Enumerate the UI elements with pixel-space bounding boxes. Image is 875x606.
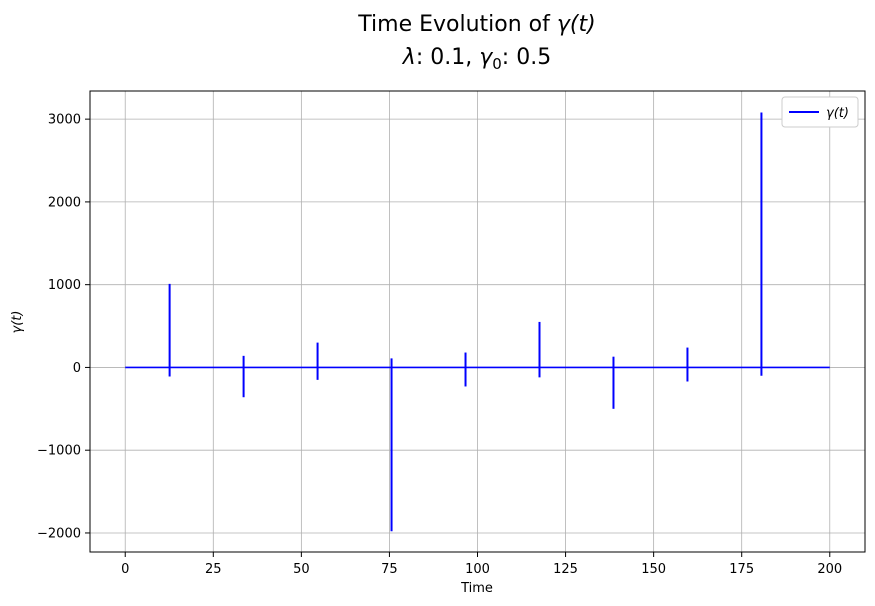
x-axis-label: Time — [460, 581, 493, 596]
x-tick-label: 150 — [641, 562, 666, 577]
y-axis-ticks: −2000 −1000 0 1000 2000 3000 — [37, 113, 90, 541]
x-axis-ticks: 0 25 50 75 100 125 150 175 200 — [121, 552, 842, 577]
x-tick-label: 200 — [817, 562, 842, 577]
series-gamma-line — [125, 112, 830, 532]
x-tick-label: 100 — [465, 562, 490, 577]
y-tick-label: 3000 — [48, 113, 81, 128]
y-tick-label: 1000 — [48, 278, 81, 293]
x-tick-label: 75 — [381, 562, 398, 577]
legend-entry-gamma: γ(t) — [826, 106, 849, 121]
grid — [90, 91, 865, 552]
y-tick-label: 2000 — [48, 195, 81, 210]
x-tick-label: 50 — [293, 562, 310, 577]
x-tick-label: 25 — [205, 562, 222, 577]
y-axis-label: γ(t) — [10, 311, 25, 334]
y-tick-label: 0 — [73, 361, 81, 376]
legend-box — [781, 96, 859, 128]
x-tick-label: 0 — [121, 562, 129, 577]
chart-title-line2: λ: 0.1, γ0: 0.5 — [402, 45, 551, 73]
y-tick-label: −2000 — [37, 526, 81, 541]
x-tick-label: 175 — [729, 562, 754, 577]
chart-title-line1: Time Evolution of γ(t) — [357, 12, 595, 37]
x-tick-label: 125 — [553, 562, 578, 577]
y-tick-label: −1000 — [37, 444, 81, 459]
legend: γ(t) — [781, 96, 859, 128]
